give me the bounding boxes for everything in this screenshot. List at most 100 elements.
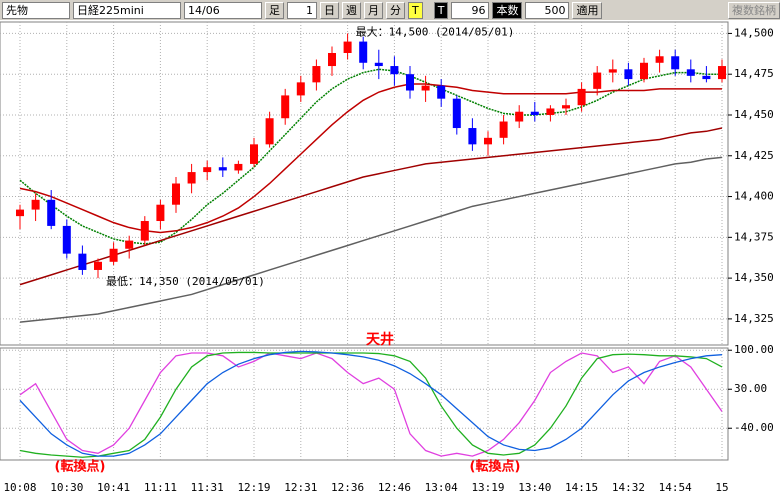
apply-button[interactable]: 適用 <box>572 1 603 19</box>
max-label: 最大：14,500 (2014/05/01) <box>356 24 515 38</box>
candle-body <box>296 82 305 96</box>
moving-average <box>19 68 722 245</box>
candle-body <box>374 62 383 67</box>
y-tick-label: 14,475 <box>734 67 774 80</box>
candle-body <box>343 41 352 53</box>
x-tick-label: 13:40 <box>518 481 551 494</box>
symbol-select[interactable]: 日経225mini <box>73 1 181 19</box>
contract-select[interactable]: 14/06 <box>184 1 262 19</box>
candle-body <box>484 137 492 145</box>
period-button[interactable]: 分 <box>386 1 405 19</box>
candle-body <box>640 62 648 80</box>
candle-body <box>265 118 274 145</box>
oscillator-panel <box>0 347 729 461</box>
tick-button[interactable]: T <box>433 1 449 19</box>
candle-body <box>281 95 290 119</box>
candle-body <box>31 199 40 210</box>
turn-label: (転換点) <box>470 459 521 475</box>
x-tick-label: 13:19 <box>471 481 504 494</box>
candle-body <box>234 163 243 171</box>
candle-body <box>203 167 212 173</box>
x-tick-label: 14:32 <box>612 481 645 494</box>
candle-body <box>702 75 711 80</box>
oscillator-line <box>19 351 723 458</box>
x-tick-label: 11:31 <box>191 481 224 494</box>
count-label: 本数 <box>492 1 523 19</box>
candle-body <box>390 66 399 75</box>
candle-body <box>328 52 336 67</box>
y-tick-label: -40.00 <box>734 421 774 434</box>
candle-body <box>546 108 555 115</box>
candle-body <box>250 144 258 164</box>
x-tick-label: 12:31 <box>284 481 317 494</box>
y-tick-label: 14,325 <box>734 312 774 325</box>
x-tick-label: 10:41 <box>97 481 130 494</box>
x-tick-label: 14:15 <box>565 481 598 494</box>
x-tick-label: 10:08 <box>3 481 36 494</box>
candle-body <box>468 128 477 145</box>
period-button[interactable]: T <box>408 1 423 19</box>
candle-body <box>452 98 461 129</box>
candle-body <box>562 105 570 109</box>
candle-body <box>62 225 71 254</box>
y-tick-label: 14,450 <box>734 108 774 121</box>
candle-body <box>47 199 56 226</box>
bar-value[interactable]: 1 <box>287 1 317 19</box>
candle-body <box>530 111 539 115</box>
candle-body <box>515 111 524 122</box>
y-tick-label: 14,500 <box>734 26 774 39</box>
peak-label: 天井 <box>366 331 394 348</box>
x-tick-label: 12:36 <box>331 481 364 494</box>
candle-body <box>686 69 695 76</box>
y-tick-label: 30.00 <box>734 382 767 395</box>
period-button[interactable]: 週 <box>342 1 361 19</box>
x-tick-label: 13:04 <box>425 481 458 494</box>
y-tick-label: 14,350 <box>734 271 774 284</box>
candle-body <box>406 74 414 91</box>
candle-body <box>16 209 24 217</box>
x-tick-label: 10:30 <box>50 481 83 494</box>
candle-body <box>577 88 586 106</box>
count-value[interactable]: 96 <box>451 1 490 19</box>
candle-body <box>655 56 664 63</box>
multi-button[interactable]: 複数銘柄 <box>728 1 780 19</box>
price-panel <box>0 21 729 346</box>
moving-average <box>19 156 723 323</box>
candle-body <box>187 172 196 184</box>
candle-body <box>499 121 508 138</box>
bars-value[interactable]: 500 <box>525 1 570 19</box>
candle-body <box>312 66 321 83</box>
x-tick-label: 12:46 <box>378 481 411 494</box>
y-tick-label: 100.00 <box>734 343 774 356</box>
period-button[interactable]: 日 <box>320 1 339 19</box>
chart: 天井 (転換点) (転換点) 10:08 10:30 10:41 11:11 11:31… <box>0 21 774 494</box>
oscillator-line <box>19 350 723 457</box>
x-tick-label: 12:19 <box>237 481 270 494</box>
moving-average <box>19 83 722 234</box>
candle-body <box>359 41 368 63</box>
moving-average <box>19 127 723 286</box>
oscillator-line <box>19 352 723 457</box>
y-tick-label: 14,400 <box>734 190 774 203</box>
period-button[interactable]: 月 <box>364 1 383 19</box>
candle-body <box>218 167 227 171</box>
candle-body <box>437 85 446 99</box>
candle-body <box>125 240 134 249</box>
y-tick-label: 14,425 <box>734 149 774 162</box>
candle-body <box>172 183 180 205</box>
bar-label: 足 <box>265 1 284 19</box>
candle-body <box>593 72 602 89</box>
candle-body <box>78 253 87 270</box>
toolbar: 先物 日経225mini 14/06 足 1 日 週 月 分 T T 96 本数… <box>0 0 780 20</box>
market-select[interactable]: 先物 <box>2 1 70 19</box>
x-tick-label: 15 <box>715 481 728 494</box>
candle-body <box>94 261 102 270</box>
candle-body <box>421 85 430 91</box>
candle-body <box>608 69 617 73</box>
min-label: 最低：14,350 (2014/05/01) <box>106 275 265 288</box>
candle-body <box>156 204 165 222</box>
candle-body <box>140 221 149 241</box>
candle-body <box>671 56 680 70</box>
candle-body <box>718 66 726 80</box>
